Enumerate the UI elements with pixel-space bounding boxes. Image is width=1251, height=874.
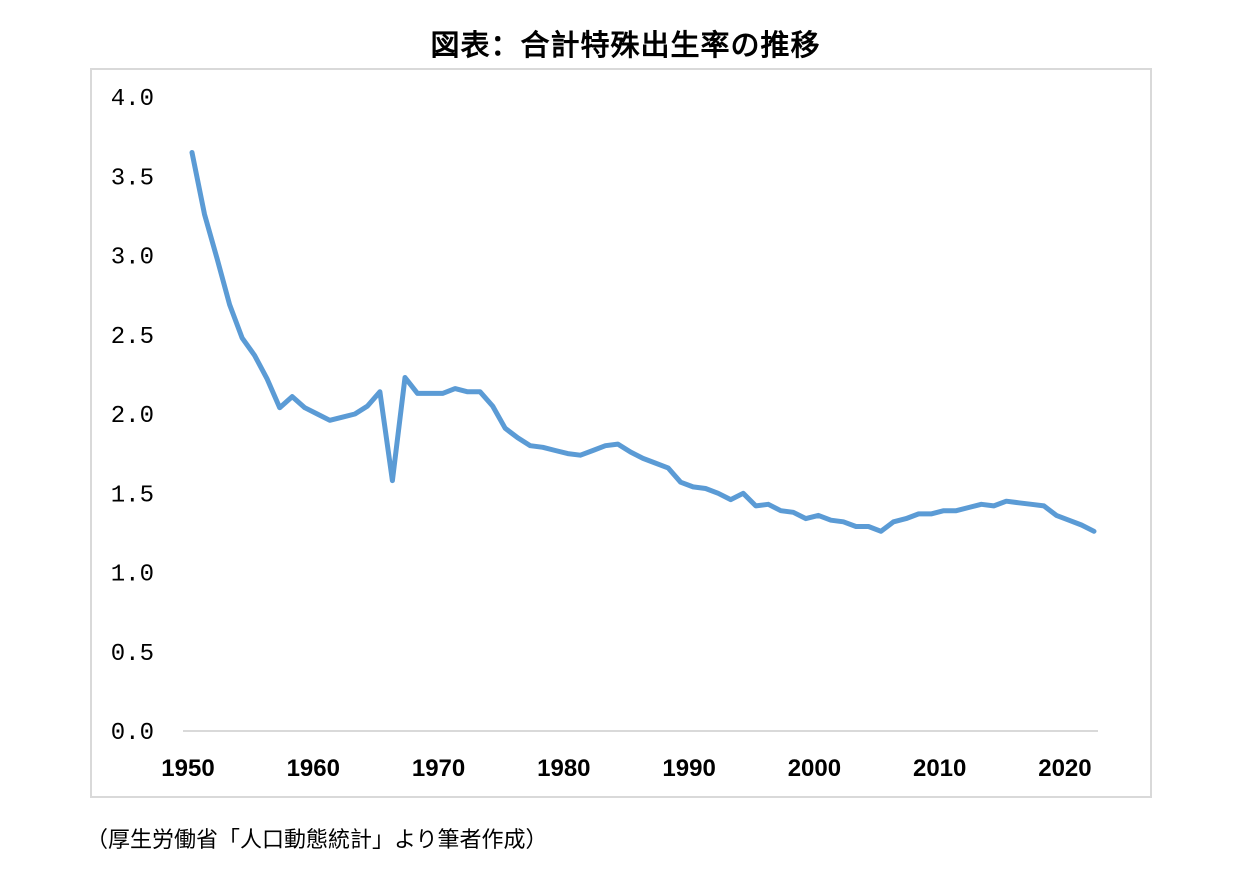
y-tick-label: 1.0 (111, 562, 154, 589)
series-line-tfr (189, 150, 1097, 534)
x-tick-label: 2010 (913, 755, 966, 782)
x-axis-ticks: 1950 1960 1970 1980 1990 2000 2010 2020 (161, 755, 1091, 782)
x-tick-label: 1950 (161, 755, 214, 782)
y-tick-label: 3.5 (111, 165, 154, 192)
y-tick-label: 2.5 (111, 324, 154, 351)
x-tick-label: 1960 (287, 755, 340, 782)
y-tick-label: 1.5 (111, 482, 154, 509)
chart-title: 図表：合計特殊出生率の推移 (430, 28, 821, 62)
x-tick-label: 1970 (412, 755, 465, 782)
x-tick-label: 2020 (1038, 755, 1091, 782)
y-tick-label: 0.0 (111, 720, 154, 747)
x-tick-label: 1990 (662, 755, 715, 782)
y-tick-label: 4.0 (111, 86, 154, 113)
y-tick-label: 0.5 (111, 641, 154, 668)
x-tick-label: 1980 (537, 755, 590, 782)
x-tick-label: 2000 (788, 755, 841, 782)
y-tick-label: 2.0 (111, 403, 154, 430)
source-note: （厚生労働省「人口動態統計」より筆者作成） (86, 828, 548, 853)
y-axis-ticks: 0.0 0.5 1.0 1.5 2.0 2.5 3.0 3.5 4.0 (111, 86, 154, 747)
chart-frame (90, 68, 1152, 798)
y-tick-label: 3.0 (111, 245, 154, 272)
